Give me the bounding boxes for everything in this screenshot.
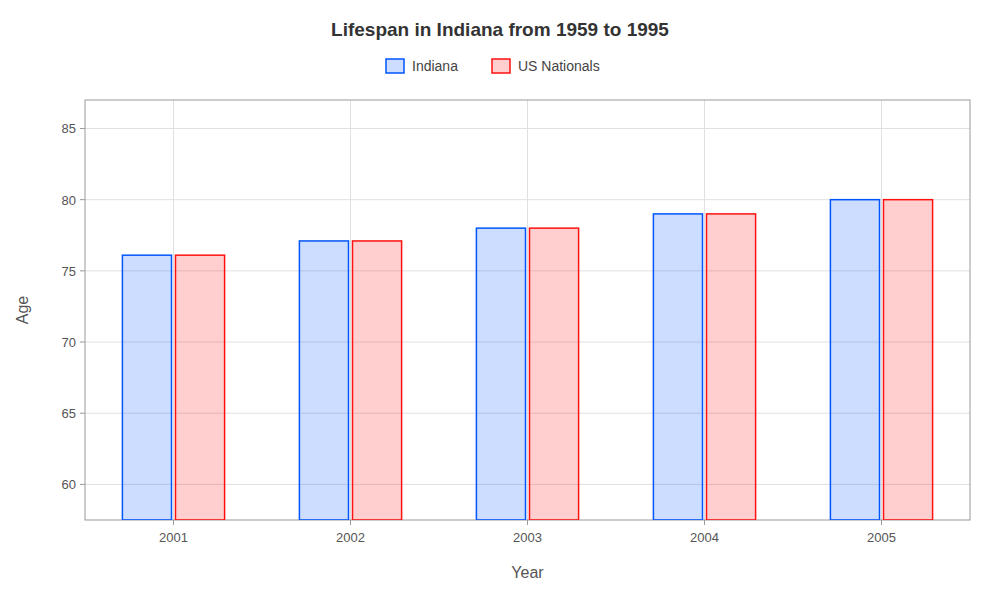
bar <box>476 228 525 520</box>
y-tick-label: 85 <box>62 121 76 136</box>
y-axis-label: Age <box>14 296 31 325</box>
y-tick <box>80 199 85 200</box>
x-tick <box>350 520 351 525</box>
y-tick <box>80 270 85 271</box>
x-tick-label: 2003 <box>513 530 542 545</box>
x-tick-label: 2002 <box>336 530 365 545</box>
y-tick-label: 80 <box>62 193 76 208</box>
x-tick <box>173 520 174 525</box>
legend-swatch <box>492 59 510 73</box>
x-grid-line <box>881 100 882 520</box>
legend-label: Indiana <box>412 58 458 74</box>
y-tick <box>80 342 85 343</box>
bar <box>530 228 579 520</box>
y-tick <box>80 413 85 414</box>
y-tick <box>80 484 85 485</box>
chart-title: Lifespan in Indiana from 1959 to 1995 <box>331 19 669 40</box>
y-axis: 60 65 70 75 80 85 <box>62 121 85 492</box>
bar <box>353 241 402 520</box>
x-tick <box>704 520 705 525</box>
y-tick-label: 65 <box>62 406 76 421</box>
y-tick-label: 60 <box>62 477 76 492</box>
legend: Indiana US Nationals <box>386 58 600 74</box>
x-tick-label: 2004 <box>690 530 719 545</box>
x-tick-label: 2001 <box>159 530 188 545</box>
x-grid-line <box>173 100 174 520</box>
chart-container: Lifespan in Indiana from 1959 to 1995 Ind… <box>0 0 1000 600</box>
x-tick <box>881 520 882 525</box>
legend-label: US Nationals <box>518 58 600 74</box>
y-tick-label: 75 <box>62 264 76 279</box>
bar <box>176 255 225 520</box>
bar <box>884 200 933 520</box>
grid <box>85 100 970 520</box>
y-tick-label: 70 <box>62 335 76 350</box>
x-tick <box>527 520 528 525</box>
x-grid-line <box>350 100 351 520</box>
bar <box>653 214 702 520</box>
chart-svg: Lifespan in Indiana from 1959 to 1995 Ind… <box>0 0 1000 600</box>
x-grid-line <box>527 100 528 520</box>
bar <box>122 255 171 520</box>
x-grid-line <box>704 100 705 520</box>
bar <box>299 241 348 520</box>
plot-frame <box>85 100 970 520</box>
bars <box>122 200 932 520</box>
bar <box>707 214 756 520</box>
y-tick <box>80 128 85 129</box>
x-tick-label: 2005 <box>867 530 896 545</box>
legend-item: US Nationals <box>492 58 600 74</box>
legend-item: Indiana <box>386 58 458 74</box>
bar <box>830 200 879 520</box>
x-axis: 2001 2002 2003 2004 2005 <box>159 520 896 545</box>
legend-swatch <box>386 59 404 73</box>
x-axis-label: Year <box>511 564 544 581</box>
